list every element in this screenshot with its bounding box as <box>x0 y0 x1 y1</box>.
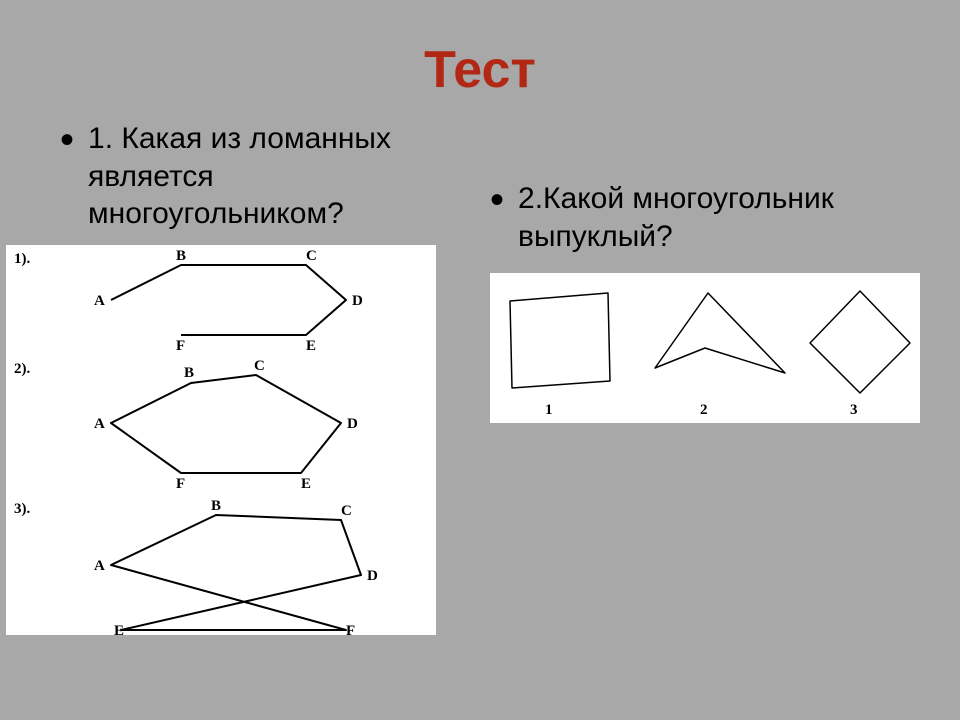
bullet-icon: • <box>490 180 504 220</box>
vertex-label: E <box>306 338 316 355</box>
left-column: • 1. Какая из ломанных является многоуго… <box>60 120 480 635</box>
vertex-label: E <box>114 623 124 635</box>
figure-item-number: 3). <box>14 501 30 518</box>
shape-number: 2 <box>700 402 708 419</box>
question-1: • 1. Какая из ломанных является многоуго… <box>60 120 470 233</box>
vertex-label: F <box>176 476 185 493</box>
vertex-label: B <box>176 248 186 265</box>
vertex-label: A <box>94 293 105 310</box>
figure-left: 1). A B C D E F 2). A B C D E F 3). A B C D E F <box>6 245 436 635</box>
vertex-label: D <box>367 568 378 585</box>
vertex-label: E <box>301 476 311 493</box>
figure-cell: 1). A B C D E F <box>6 245 436 355</box>
vertex-label: F <box>346 623 355 635</box>
question-2-text: 2.Какой многоугольник выпуклый? <box>518 180 900 255</box>
vertex-label: D <box>352 293 363 310</box>
figure-cell: 3). A B C D E F <box>6 495 436 635</box>
vertex-label: B <box>211 498 221 515</box>
question-2: • 2.Какой многоугольник выпуклый? <box>490 180 900 255</box>
bullet-icon: • <box>60 120 74 160</box>
vertex-label: B <box>184 365 194 382</box>
question-1-text: 1. Какая из ломанных является многоуголь… <box>88 120 470 233</box>
vertex-label: A <box>94 416 105 433</box>
page-title: Тест <box>0 0 960 100</box>
vertex-label: A <box>94 558 105 575</box>
figure-item-number: 2). <box>14 361 30 378</box>
right-column: • 2.Какой многоугольник выпуклый? 1 2 3 <box>480 120 900 635</box>
figure-cell: 2). A B C D E F <box>6 355 436 495</box>
content-area: • 1. Какая из ломанных является многоуго… <box>0 100 960 635</box>
vertex-label: C <box>306 248 317 265</box>
vertex-label: F <box>176 338 185 355</box>
vertex-label: D <box>347 416 358 433</box>
vertex-label: C <box>254 358 265 375</box>
vertex-label: C <box>341 503 352 520</box>
figure-right: 1 2 3 <box>490 273 920 423</box>
figure-item-number: 1). <box>14 251 30 268</box>
shape-number: 3 <box>850 402 858 419</box>
shape-number: 1 <box>545 402 553 419</box>
